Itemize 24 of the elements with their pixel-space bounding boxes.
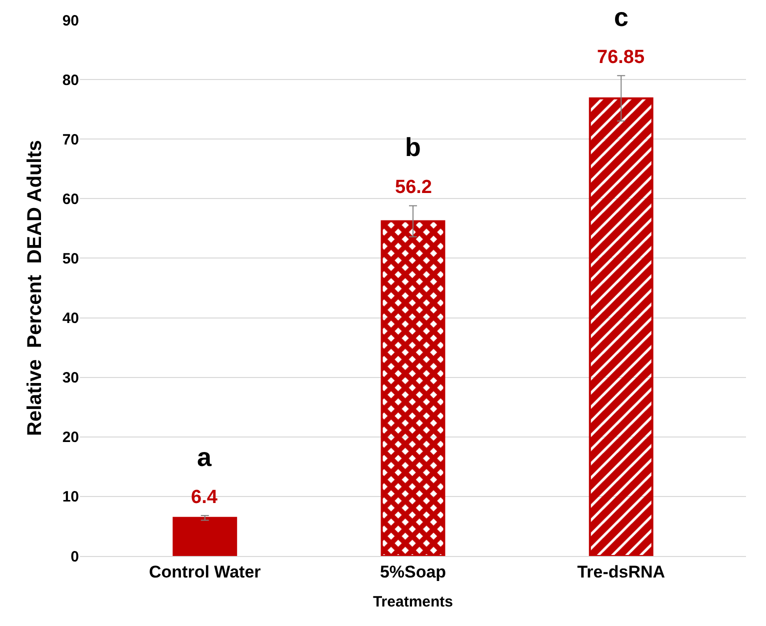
y-tick-label: 0 bbox=[70, 548, 79, 566]
annotation: a bbox=[197, 442, 212, 472]
y-tick-label: 40 bbox=[62, 310, 79, 328]
y-tick-label: 10 bbox=[62, 488, 79, 506]
x-tick-label: 5%Soap bbox=[380, 562, 446, 582]
data-label: 76.85 bbox=[597, 47, 645, 68]
x-tick-label: Control Water bbox=[148, 562, 262, 582]
annotation: b bbox=[405, 132, 421, 162]
y-tick-label: 50 bbox=[62, 250, 79, 268]
bar bbox=[380, 220, 446, 556]
y-tick-label: 60 bbox=[62, 190, 79, 208]
y-tick-label: 80 bbox=[62, 72, 79, 89]
data-label: 6.4 bbox=[191, 487, 218, 508]
x-axis-title: Treatments bbox=[372, 593, 454, 610]
bar bbox=[172, 516, 238, 556]
y-tick-label: 30 bbox=[62, 370, 79, 387]
x-tick-label: Tre-dsRNA bbox=[577, 562, 666, 582]
y-tick-label: 20 bbox=[62, 429, 79, 446]
y-tick-label: 70 bbox=[62, 131, 79, 148]
y-axis-title: Relative Percent DEAD Adults bbox=[24, 140, 46, 436]
data-label: 56.2 bbox=[395, 177, 432, 198]
bar bbox=[588, 97, 654, 556]
annotation: c bbox=[614, 2, 628, 32]
y-tick-label: 90 bbox=[62, 12, 79, 30]
